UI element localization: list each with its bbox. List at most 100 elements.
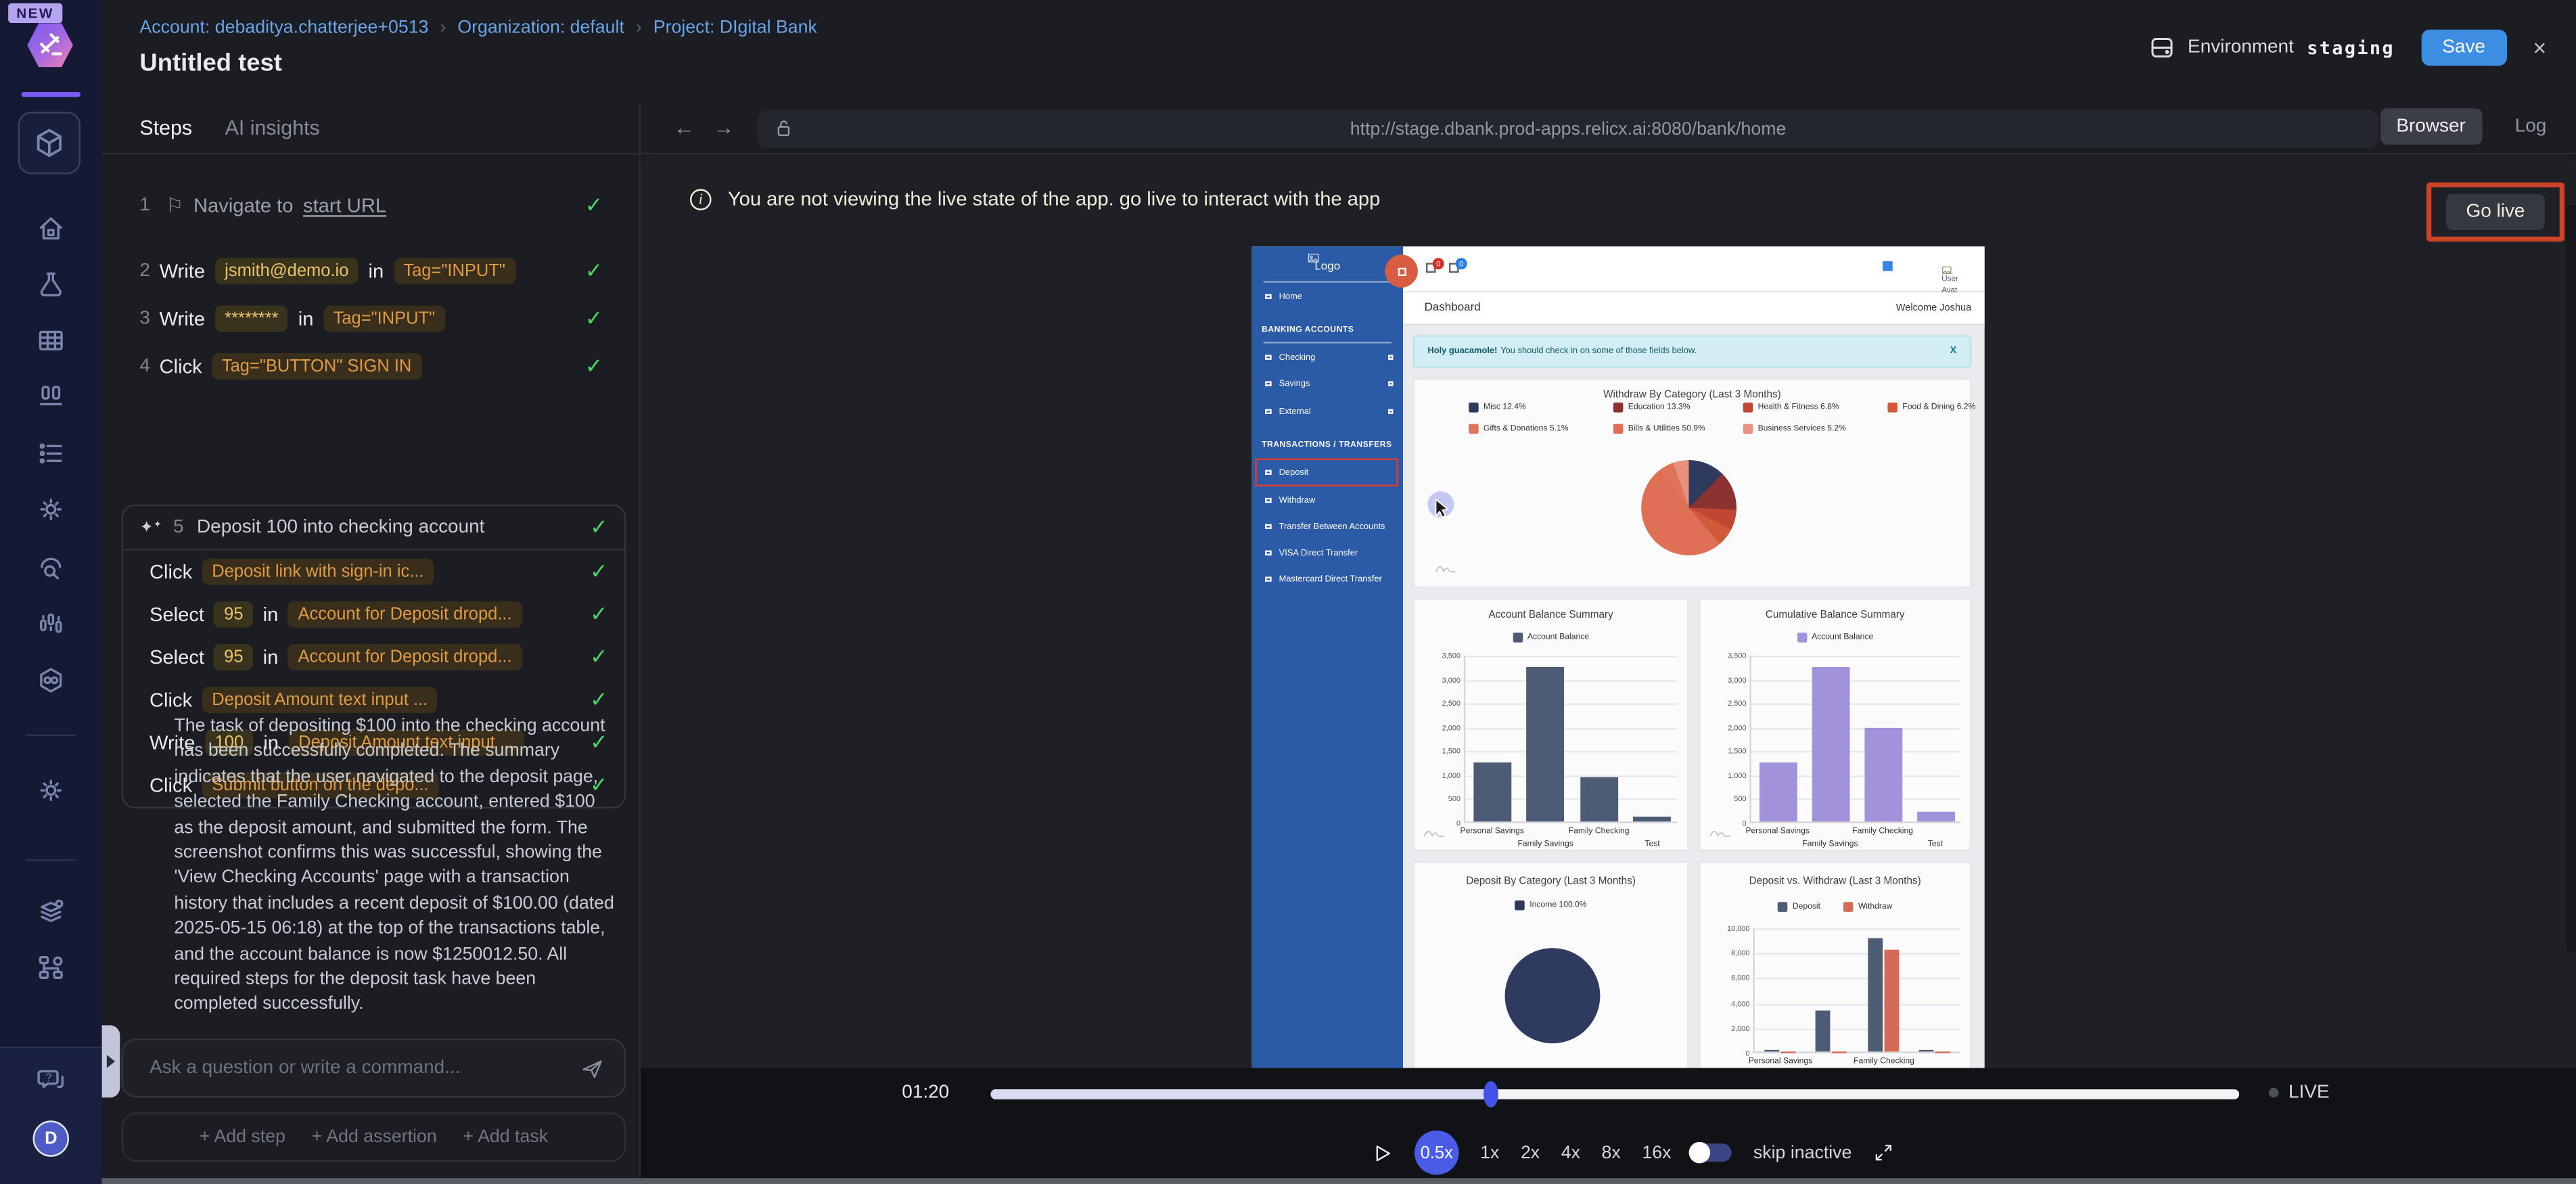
test-suites-icon[interactable] xyxy=(36,381,66,411)
substep-row[interactable]: Write 100 in Deposit Amount text input ... ✓ xyxy=(123,721,624,764)
live-indicator[interactable]: LIVE xyxy=(2268,1083,2330,1103)
forward-arrow-icon[interactable]: → xyxy=(712,114,735,140)
add-button[interactable]: + Add task xyxy=(463,1126,549,1147)
step-locator-badge[interactable]: Tag="BUTTON" SIGN IN xyxy=(212,352,421,379)
sidebar-item-tests-active[interactable] xyxy=(18,112,80,175)
step-link[interactable]: start URL xyxy=(302,193,387,217)
relicx-logo-icon[interactable] xyxy=(27,23,73,68)
notification-icon[interactable]: 0 xyxy=(1425,258,1444,273)
message-icon[interactable]: 0 xyxy=(1448,258,1467,273)
settings-icon[interactable] xyxy=(36,775,66,805)
legend-swatch xyxy=(1777,902,1788,912)
speed-1x[interactable]: 1x xyxy=(1480,1143,1500,1163)
substep-row[interactable]: Click Deposit link with sign-in ic... ✓ xyxy=(123,551,624,593)
add-button[interactable]: + Add assertion xyxy=(311,1126,437,1147)
step-row[interactable]: 2 Write jsmith@demo.io in Tag="INPUT" ✓ xyxy=(102,246,639,294)
substep-row[interactable]: Select 95 in Account for Deposit dropd... ✓ xyxy=(123,636,624,679)
step-locator-badge[interactable]: Deposit Amount text input ... xyxy=(202,687,438,713)
skip-inactive-toggle[interactable] xyxy=(1689,1141,1732,1164)
step-locator-badge[interactable]: Deposit link with sign-in ic... xyxy=(202,558,434,585)
expand-icon[interactable] xyxy=(1387,409,1394,415)
integrations-icon[interactable] xyxy=(36,666,66,696)
bank-nav-home[interactable]: Home xyxy=(1252,286,1403,308)
expand-icon[interactable] xyxy=(1387,380,1394,387)
bank-nav-checking[interactable]: Checking xyxy=(1252,346,1403,368)
playback-slider[interactable] xyxy=(990,1080,2240,1108)
step-locator-badge[interactable]: Tag="INPUT" xyxy=(323,304,445,332)
url-bar[interactable]: http://stage.dbank.prod-apps.relicx.ai:8… xyxy=(757,110,2379,148)
bank-nav-external[interactable]: External xyxy=(1252,401,1403,423)
step-locator-badge[interactable]: Account for Deposit dropd... xyxy=(288,601,522,628)
substep-row[interactable]: Click Submit button on the depo... ✓ xyxy=(123,764,624,806)
add-button[interactable]: + Add step xyxy=(199,1126,285,1147)
step-locator-badge[interactable]: Tag="INPUT" xyxy=(393,257,515,283)
scrollbar[interactable] xyxy=(2566,205,2576,952)
bank-nav-deposit[interactable]: Deposit xyxy=(1252,458,1403,486)
speed-16x[interactable]: 16x xyxy=(1642,1143,1672,1163)
alert-close-icon[interactable]: X xyxy=(1950,346,1957,357)
substep-row[interactable]: Select 95 in Account for Deposit dropd... ✓ xyxy=(123,593,624,636)
gear-icon[interactable] xyxy=(36,495,66,524)
back-arrow-icon[interactable]: ← xyxy=(673,114,695,140)
bank-nav-visa-direct-transfer[interactable]: VISA Direct Transfer xyxy=(1252,542,1403,564)
breadcrumb-link[interactable]: Account: debaditya.chatterjee+0513 xyxy=(139,18,429,38)
play-icon[interactable] xyxy=(1370,1141,1393,1164)
help-chat-icon[interactable]: ? xyxy=(36,1065,66,1095)
speed-4x[interactable]: 4x xyxy=(1561,1143,1580,1163)
live-label: LIVE xyxy=(2288,1083,2330,1103)
step-group[interactable]: ✦✦ 5 Deposit 100 into checking account ✓… xyxy=(121,504,626,809)
bank-nav-withdraw[interactable]: Withdraw xyxy=(1252,490,1403,511)
step-row[interactable]: 1 ⚐ Navigate to start URL ✓ xyxy=(102,181,639,228)
substep-row[interactable]: Click Deposit Amount text input ... ✓ xyxy=(123,679,624,721)
bank-nav-savings[interactable]: Savings xyxy=(1252,373,1403,394)
tab-ai-insights[interactable]: AI insights xyxy=(225,116,320,140)
org-settings-icon[interactable] xyxy=(36,953,66,983)
speed-8x[interactable]: 8x xyxy=(1601,1143,1621,1163)
expand-icon[interactable] xyxy=(1387,354,1394,361)
step-value-badge[interactable]: 100 xyxy=(205,729,254,756)
gridline xyxy=(1751,655,1960,658)
layers-settings-icon[interactable] xyxy=(36,897,66,927)
step-value-badge[interactable]: jsmith@demo.io xyxy=(214,257,359,283)
step-locator-badge[interactable]: Submit button on the depo... xyxy=(202,772,439,799)
bank-logo[interactable]: Logo xyxy=(1252,253,1403,273)
step-locator-badge[interactable]: Account for Deposit dropd... xyxy=(288,643,522,670)
legend-item: Education 13.3% xyxy=(1613,402,1690,413)
breadcrumb-link[interactable]: Organization: default xyxy=(457,18,624,38)
save-button[interactable]: Save xyxy=(2420,29,2507,66)
breadcrumb-link[interactable]: Project: DIgital Bank xyxy=(653,18,817,38)
ask-command-input[interactable]: Ask a question or write a command... xyxy=(121,1038,626,1098)
step-value-badge[interactable]: ******** xyxy=(214,304,289,332)
bank-nav-transfer-between-accounts[interactable]: Transfer Between Accounts xyxy=(1252,516,1403,538)
tab-log[interactable]: Log xyxy=(2514,116,2547,137)
incognito-search-icon[interactable] xyxy=(36,553,66,583)
tab-browser[interactable]: Browser xyxy=(2380,108,2483,145)
bank-nav-mastercard-direct-transfer[interactable]: Mastercard Direct Transfer xyxy=(1252,568,1403,590)
panel-collapse-handle[interactable] xyxy=(101,1025,120,1098)
step-row[interactable]: 4 Click Tag="BUTTON" SIGN IN ✓ xyxy=(102,342,639,389)
go-live-button[interactable]: Go live xyxy=(2446,193,2545,230)
step-value-badge[interactable]: 95 xyxy=(214,601,254,628)
speed-2x[interactable]: 2x xyxy=(1520,1143,1540,1163)
home-icon[interactable] xyxy=(36,214,66,244)
topbar-blue-icon[interactable] xyxy=(1883,261,1893,271)
bank-page-title: Dashboard xyxy=(1424,302,1481,314)
close-icon[interactable]: × xyxy=(2533,34,2547,61)
slider-thumb[interactable] xyxy=(1483,1080,1498,1108)
step-row[interactable]: 3 Write ******** in Tag="INPUT" ✓ xyxy=(102,294,639,342)
tab-steps[interactable]: Steps xyxy=(139,116,193,140)
step-locator-badge[interactable]: Deposit Amount text input ... xyxy=(288,729,524,756)
speed-0.5x[interactable]: 0.5x xyxy=(1414,1130,1459,1175)
send-icon[interactable] xyxy=(580,1055,604,1080)
fullscreen-icon[interactable] xyxy=(1873,1142,1895,1164)
pipeline-icon[interactable] xyxy=(36,610,66,639)
user-avatar[interactable]: D xyxy=(32,1120,69,1157)
bank-menu-avatar[interactable] xyxy=(1385,254,1418,288)
y-tick-label: 4,000 xyxy=(1731,999,1750,1007)
step-value-badge[interactable]: 95 xyxy=(214,643,254,670)
flask-icon[interactable] xyxy=(36,269,66,299)
environment-value[interactable]: staging xyxy=(2307,37,2395,59)
step-group-header[interactable]: ✦✦ 5 Deposit 100 into checking account ✓ xyxy=(123,506,624,551)
grid-icon[interactable] xyxy=(36,325,66,355)
list-icon[interactable] xyxy=(36,438,66,468)
